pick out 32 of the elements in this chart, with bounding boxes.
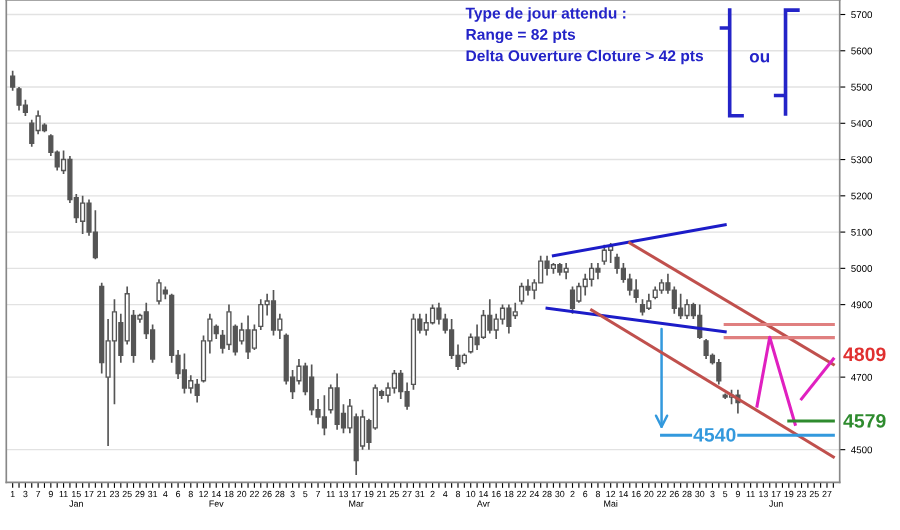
candlestick [684, 298, 690, 320]
candlestick [544, 254, 550, 277]
candlestick [181, 352, 188, 395]
candlestick [270, 289, 277, 337]
candlestick [678, 292, 684, 320]
candlestick [156, 278, 162, 306]
candlestick [493, 312, 499, 340]
candlestick [436, 301, 442, 326]
candlestick [703, 338, 709, 360]
annotation: 4540 [693, 427, 736, 442]
candlestick [633, 278, 639, 304]
text: 4809 [843, 347, 886, 362]
candlestick [391, 369, 397, 395]
candlestick [245, 314, 251, 360]
candlestick [226, 303, 232, 351]
candlestick [188, 374, 194, 395]
candlestick [29, 118, 35, 148]
candlestick [569, 285, 576, 315]
candlestick [468, 332, 474, 355]
candlestick [588, 262, 595, 288]
text: 4579 [843, 413, 886, 428]
candlestick [239, 321, 245, 346]
annotation: ou [749, 53, 770, 63]
candlestick [519, 282, 525, 306]
candlestick [321, 394, 327, 436]
candlestick [80, 194, 86, 235]
candlestick [716, 358, 722, 386]
candlestick [309, 363, 315, 417]
candlestick [334, 372, 340, 431]
candlestick [487, 298, 493, 335]
candlestick [506, 303, 512, 335]
candlestick [423, 312, 429, 337]
